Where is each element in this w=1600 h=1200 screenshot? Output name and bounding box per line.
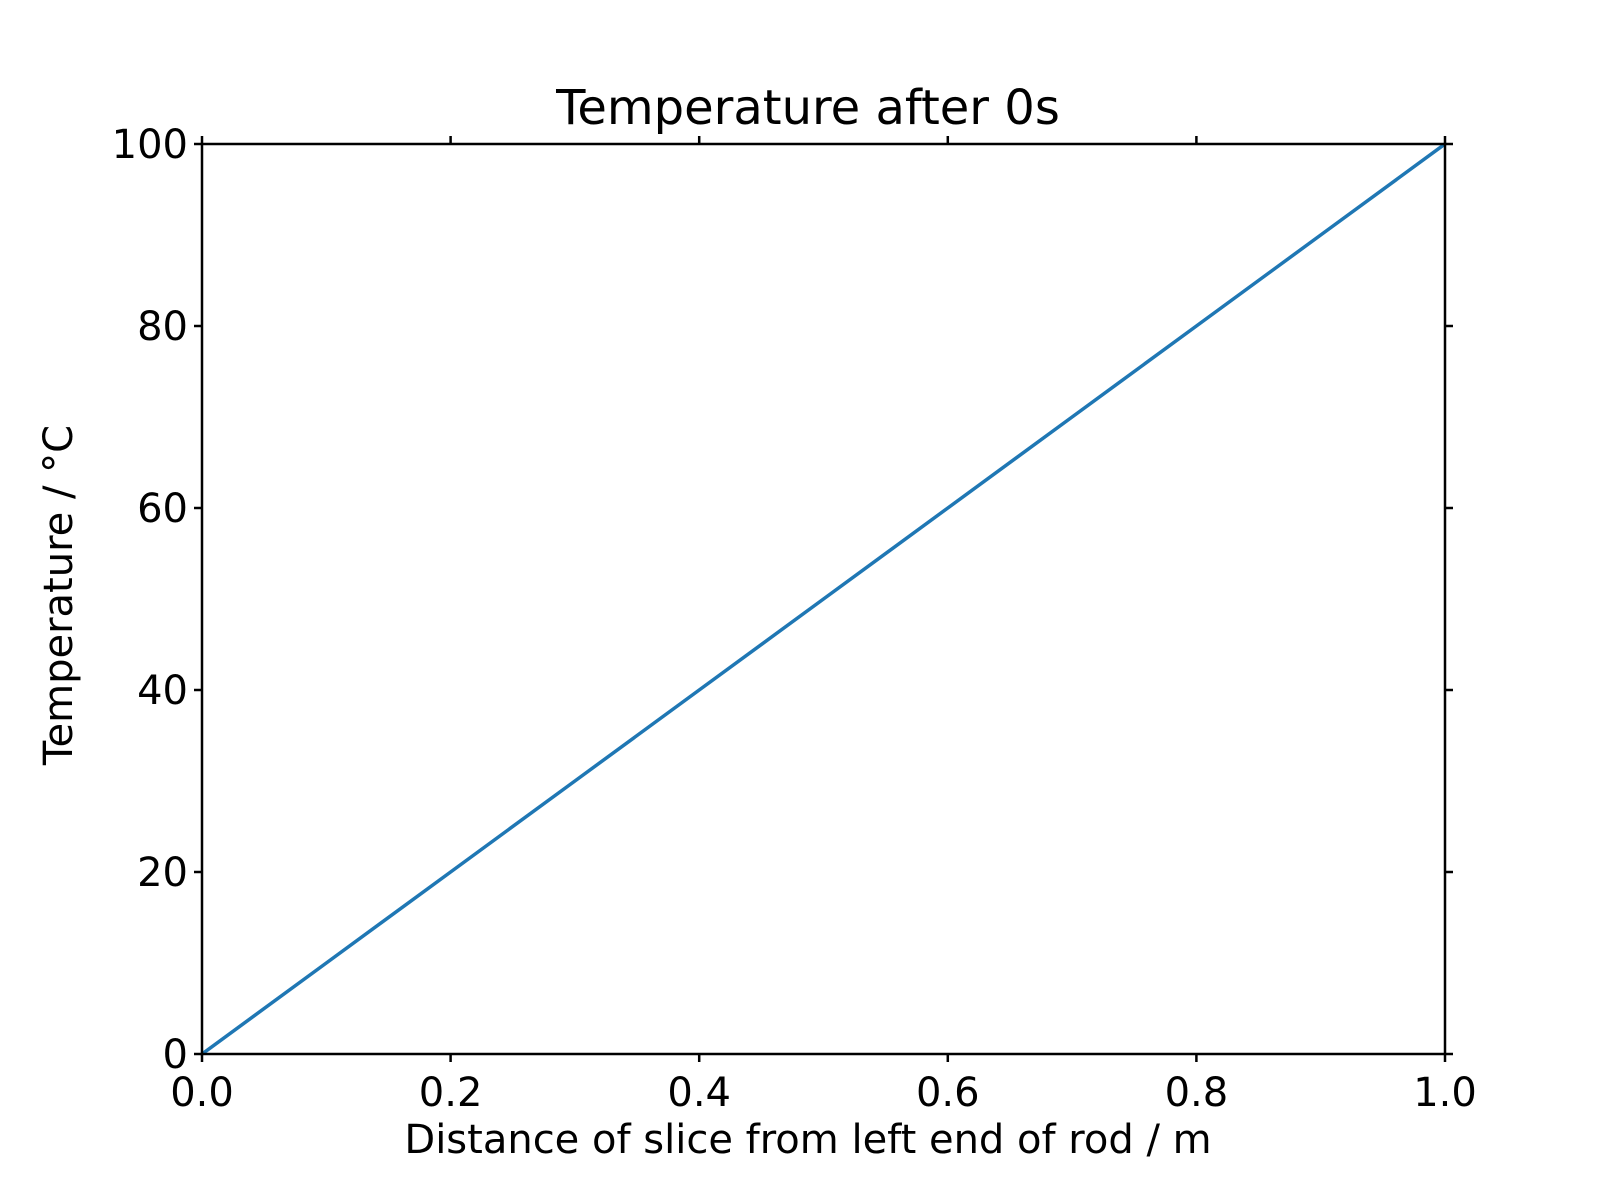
- chart-title: Temperature after 0s: [555, 80, 1060, 136]
- x-axis-title: Distance of slice from left end of rod /…: [404, 1117, 1211, 1163]
- y-tick-label: 0: [163, 1032, 188, 1078]
- y-tick-label: 80: [137, 304, 188, 350]
- y-tick-label: 20: [137, 850, 188, 896]
- x-tick-label: 0.8: [1165, 1070, 1229, 1116]
- x-tick-label: 0.2: [419, 1070, 483, 1116]
- y-tick-label: 100: [112, 122, 188, 168]
- axes-frame: [200, 142, 1447, 1056]
- plot-area: [199, 141, 1448, 1057]
- series-line-0: [199, 141, 1448, 1057]
- x-tick-label: 0.0: [170, 1070, 234, 1116]
- y-tick-label: 60: [137, 486, 188, 532]
- x-tick-label: 1.0: [1413, 1070, 1477, 1116]
- axis-ticks: 0.0 0.2 0.4 0.6 0.8 1.0 0 20 40 60 80 100: [112, 122, 1477, 1116]
- y-axis-title: Temperature / °C: [36, 425, 82, 766]
- x-tick-label: 0.6: [916, 1070, 980, 1116]
- x-tick-label: 0.4: [667, 1070, 731, 1116]
- y-tick-label: 40: [137, 668, 188, 714]
